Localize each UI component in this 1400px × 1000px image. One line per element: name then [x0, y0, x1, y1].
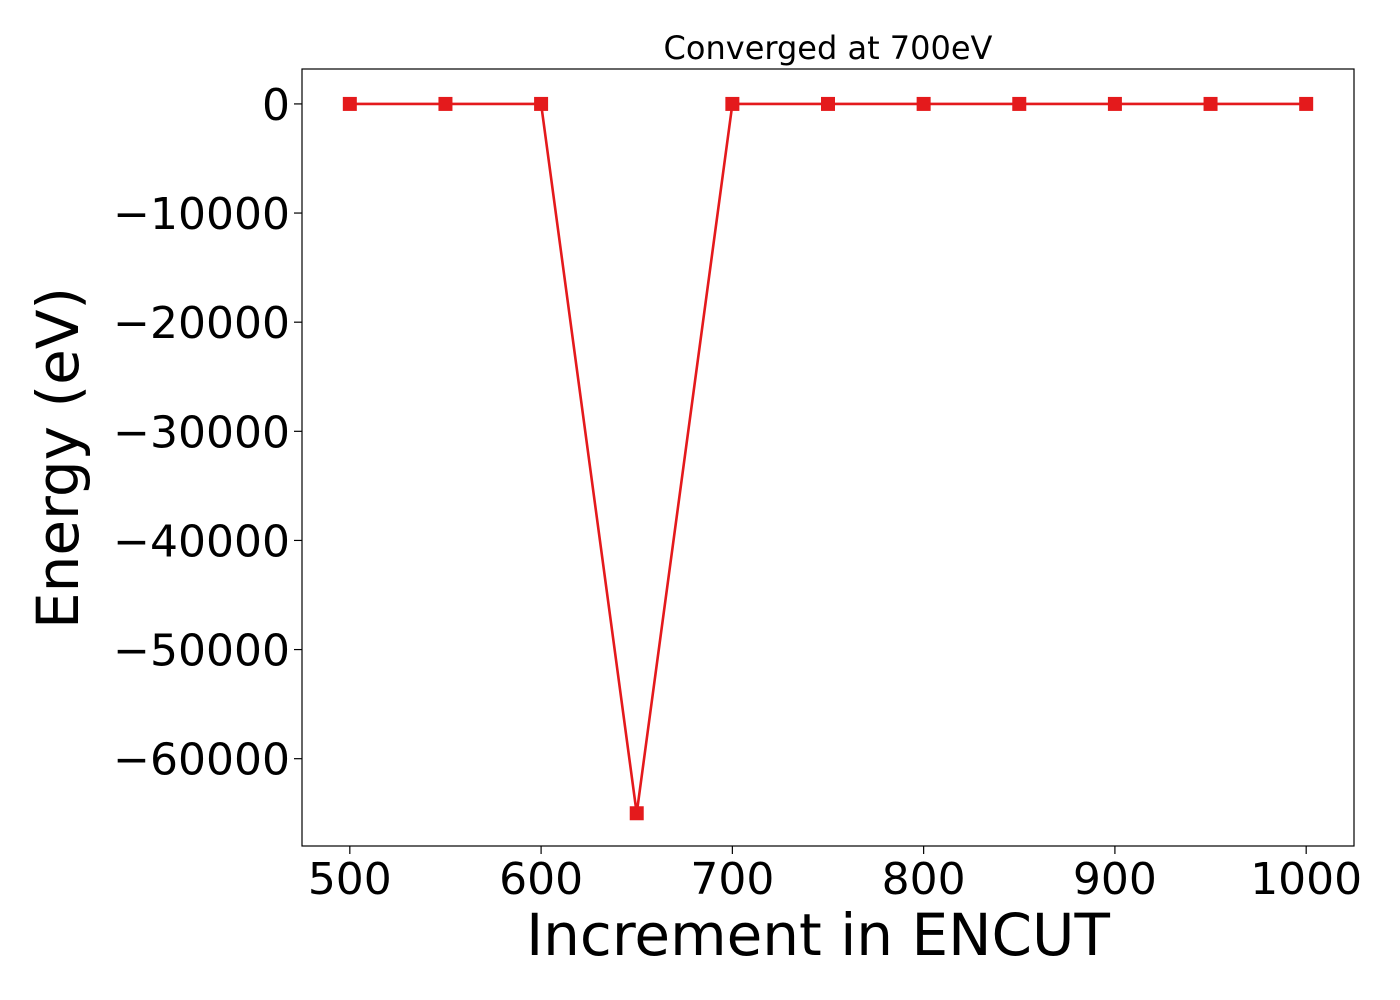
data-point-marker	[1012, 96, 1027, 111]
series-layer	[342, 96, 1314, 821]
data-point-marker	[1203, 96, 1218, 111]
data-point-marker	[1299, 96, 1314, 111]
data-point-marker	[438, 96, 453, 111]
y-axis-label: Energy (eV)	[24, 287, 92, 629]
data-point-marker	[725, 96, 740, 111]
x-tick-label: 800	[882, 854, 966, 905]
data-point-marker	[342, 96, 357, 111]
x-axis-label: Increment in ENCUT	[526, 901, 1110, 969]
x-tick-label: 700	[690, 854, 774, 905]
y-tick-label: −60000	[113, 735, 290, 786]
chart-title: Converged at 700eV	[664, 29, 993, 67]
x-tick-label: 600	[499, 854, 583, 905]
y-tick-label: −10000	[113, 189, 290, 240]
data-point-marker	[916, 96, 931, 111]
data-point-marker	[1107, 96, 1122, 111]
plot-frame	[301, 68, 1355, 847]
x-tick-label: 1000	[1250, 854, 1362, 905]
x-axis-ticks: 500 600 700 800 900 1000	[308, 846, 1362, 905]
data-point-marker	[821, 96, 835, 111]
data-point-marker	[629, 806, 644, 821]
y-tick-label: −30000	[113, 407, 290, 458]
x-tick-label: 900	[1073, 854, 1157, 905]
y-tick-label: −40000	[113, 516, 290, 567]
y-axis-ticks: 0 −10000 −20000 −30000 −40000 −50000 −60000	[113, 80, 302, 786]
y-tick-label: 0	[262, 80, 290, 131]
data-point-marker	[534, 96, 549, 111]
y-tick-label: −50000	[113, 626, 290, 677]
x-tick-label: 500	[308, 854, 392, 905]
y-tick-label: −20000	[113, 298, 290, 349]
